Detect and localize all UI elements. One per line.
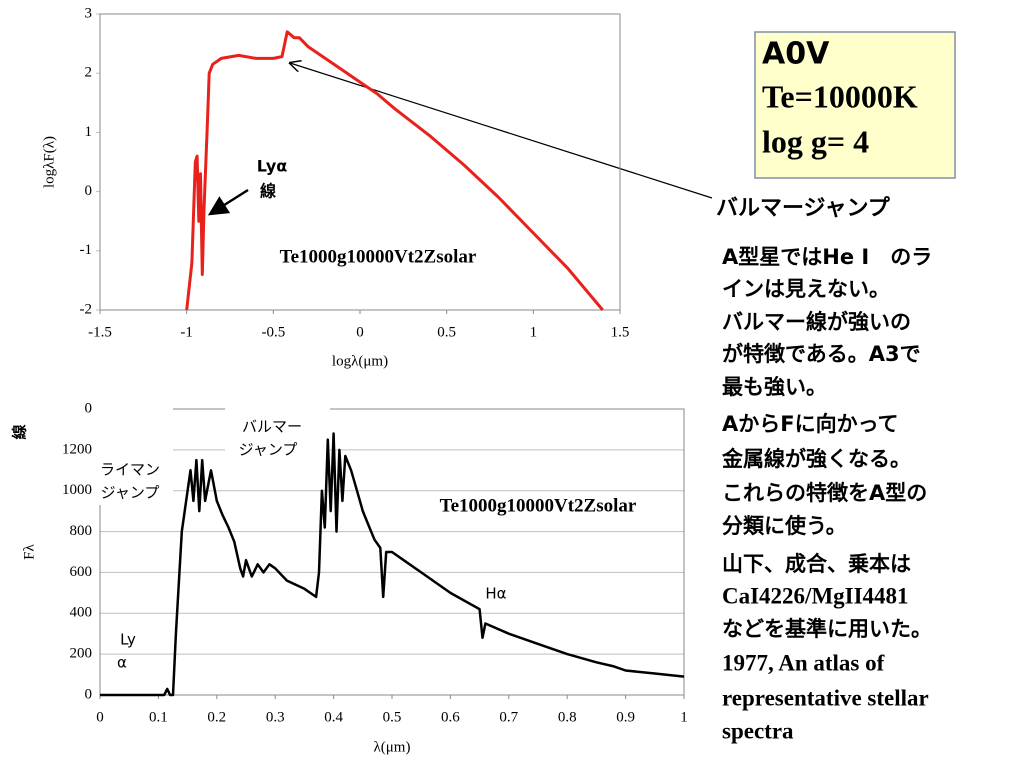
description-line: 山下、成合、乗本は: [722, 552, 911, 576]
description-line: representative stellar: [722, 685, 929, 710]
x-tick-label: -1.5: [88, 324, 112, 340]
y-tick-label: 200: [70, 646, 93, 662]
description-line: 1977, An atlas of: [722, 650, 885, 675]
x-tick-label: 0.1: [149, 709, 168, 725]
annotation: Hα: [485, 585, 506, 603]
description-line: 金属線が強くなる。: [721, 447, 911, 471]
y-tick-label: 600: [70, 564, 93, 580]
x-tick-label: 0.6: [441, 709, 460, 725]
description-line: 分類に使う。: [722, 514, 847, 538]
x-tick-label: 0.5: [383, 709, 402, 725]
x-tick-label: 1.5: [611, 324, 630, 340]
x-tick-label: 1: [530, 324, 538, 340]
label-background: [225, 400, 330, 462]
y-tick-label: -2: [80, 301, 93, 317]
y-tick-label: 0: [85, 183, 93, 199]
annotation: 線: [260, 182, 276, 201]
star-box: [754, 31, 956, 179]
lya-arrow: [207, 188, 249, 216]
star-parameter: A0V: [762, 37, 830, 72]
x-axis-label: λ(μm): [374, 739, 411, 755]
y-tick-label: 1200: [62, 441, 92, 457]
annotation: ライマン: [100, 461, 160, 479]
x-tick-label: -0.5: [261, 324, 285, 340]
annotation: ジャンプ: [239, 441, 298, 459]
star-parameter: Te=10000K: [762, 78, 918, 114]
x-tick-label: 0.9: [616, 709, 635, 725]
balmer-arrow: [290, 63, 713, 199]
y-tick-label: 3: [85, 5, 93, 21]
annotation: ジャンプ: [101, 484, 160, 502]
y-tick-label: 0: [85, 400, 93, 416]
description-line: これらの特徴をA型の: [722, 481, 927, 505]
description-line: spectra: [722, 718, 794, 743]
annotation: α: [117, 654, 127, 672]
description-line: A型星ではHe I のラ: [722, 245, 932, 269]
y-axis-label: logλF(λ): [41, 136, 57, 188]
y-axis-label: Fλ: [21, 543, 37, 559]
label-background: [93, 400, 173, 505]
annotation: Ly: [120, 631, 136, 649]
y-tick-label: 0: [85, 686, 93, 702]
y-tick-label: 1000: [62, 482, 92, 498]
plot-frame: [99, 408, 685, 696]
description-line: などを基準に用いた。: [722, 617, 932, 641]
y-axis-label-fragment: 線: [11, 424, 29, 439]
y-tick-label: 1: [85, 124, 93, 140]
description-line: AからFに向かって: [722, 412, 899, 436]
annotation: バルマー: [242, 418, 302, 436]
star-parameter: log g= 4: [762, 123, 869, 159]
description-line: が特徴である。A3で: [722, 342, 921, 366]
arrow-label: バルマージャンプ: [716, 196, 891, 221]
annotation: Te1000g10000Vt2Zsolar: [440, 495, 637, 516]
x-tick-label: 0.5: [437, 324, 456, 340]
y-tick-label: 400: [70, 605, 93, 621]
annotation: Te1000g10000Vt2Zsolar: [280, 246, 477, 267]
y-tick-label: 800: [70, 523, 93, 539]
y-tick-label: 2: [85, 65, 93, 81]
description-line: CaI4226/MgII4481: [722, 583, 909, 608]
x-tick-label: 0.8: [558, 709, 577, 725]
x-tick-label: 0.4: [324, 709, 343, 725]
x-tick-label: 0.3: [266, 709, 285, 725]
x-axis-label: logλ(μm): [332, 353, 388, 369]
description-line: バルマー線が強いの: [722, 310, 911, 334]
spectrum-line: [100, 432, 685, 697]
x-tick-label: 0: [356, 324, 364, 340]
y-tick-label: -1: [80, 242, 93, 258]
x-tick-label: 0.7: [499, 709, 518, 725]
x-tick-label: -1: [180, 324, 193, 340]
x-tick-label: 0.2: [207, 709, 226, 725]
description-line: 最も強い。: [722, 375, 827, 399]
x-tick-label: 0: [96, 709, 104, 725]
spectrum-line: [185, 30, 604, 311]
plot-frame: [99, 13, 621, 311]
annotation: Lyα: [257, 157, 288, 176]
x-tick-label: 1: [680, 709, 688, 725]
description-line: インは見えない。: [722, 277, 890, 301]
